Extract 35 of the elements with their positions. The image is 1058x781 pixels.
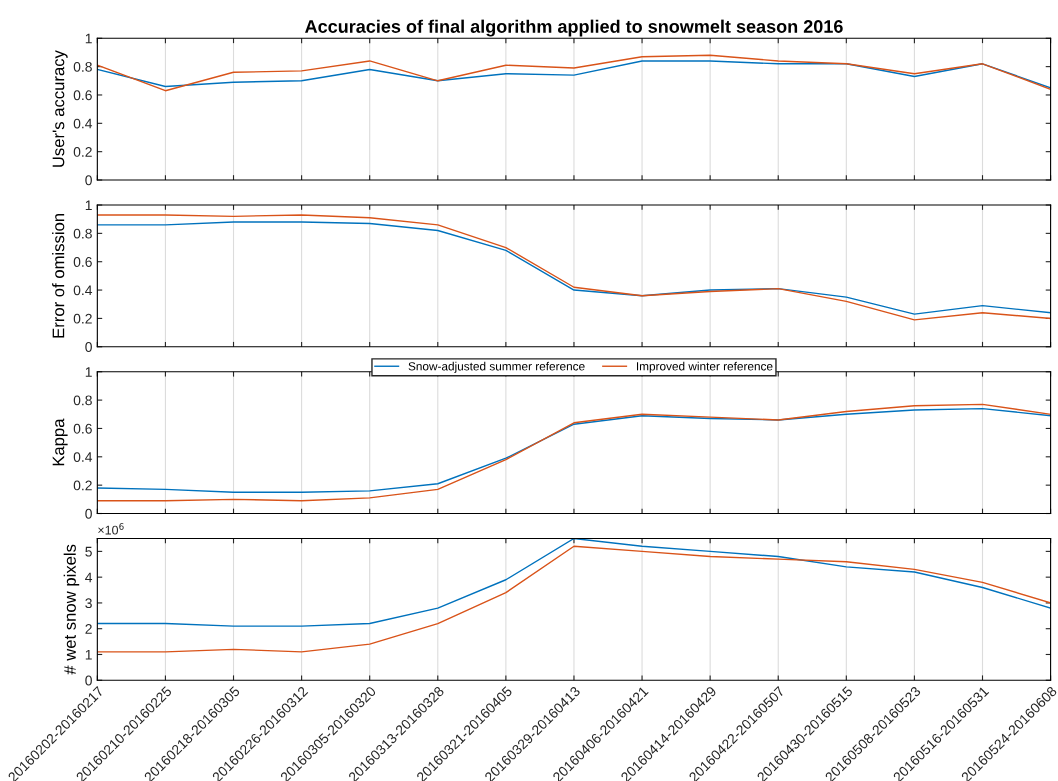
text: ×10$^{6}$ — [98, 523, 124, 535]
y-tick-label: 4 — [85, 572, 93, 583]
y-tick-label: 0 — [85, 342, 92, 352]
y-tick-label: 3 — [85, 598, 92, 609]
y-tick-label: 1 — [85, 367, 92, 377]
y-tick-label: 0.4 — [73, 285, 93, 296]
y-tick-label: 0.4 — [73, 118, 93, 129]
y-tick-label: 0.8 — [73, 395, 92, 406]
y-tick-label: 0.8 — [73, 228, 92, 239]
y-tick-label: 5 — [85, 546, 92, 557]
y-tick-label: 0.6 — [73, 423, 92, 434]
y-tick-label: 1 — [85, 649, 92, 660]
chart-title: Accuracies of final algorithm applied to snowmelt season 2016 — [305, 19, 843, 37]
y-tick-label: 0.6 — [73, 257, 92, 267]
y-tick-label: 1 — [85, 200, 92, 211]
y-axis-title: User's accuracy — [52, 50, 68, 167]
line-series — [97, 545, 1051, 653]
legend-label: Snow-adjusted summer reference — [408, 361, 585, 373]
y-tick-label: 0.2 — [73, 480, 92, 491]
line-series — [97, 60, 1051, 89]
y-axis-title: Error of omission — [52, 213, 65, 338]
legend-label: Improved winter reference — [636, 361, 773, 373]
line-series — [97, 54, 1051, 92]
y-tick-label: 0.2 — [73, 147, 92, 157]
y-tick-label: 0.6 — [73, 90, 92, 101]
y-tick-label: 0.4 — [73, 452, 93, 462]
y-tick-label: 2 — [85, 624, 92, 634]
y-tick-label: 0.8 — [73, 61, 92, 72]
y-tick-label: 0.2 — [73, 313, 92, 324]
y-tick-label: 0 — [85, 675, 92, 686]
y-tick-label: 0 — [85, 175, 92, 186]
y-axis-title: Kappa — [52, 418, 68, 466]
y-tick-label: 0 — [85, 508, 92, 519]
y-tick-label: 1 — [85, 33, 92, 44]
y-axis-title: # wet snow pixels — [63, 544, 80, 675]
